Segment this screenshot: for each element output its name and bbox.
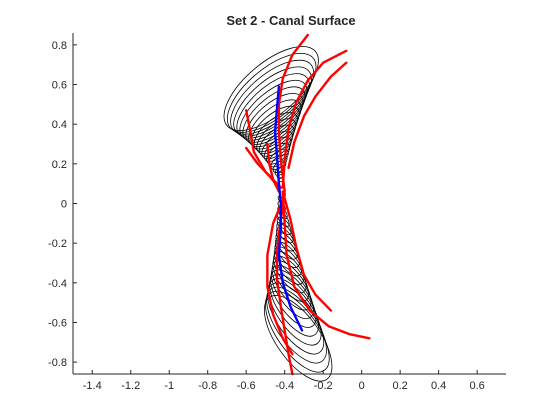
x-tick-label: -1.2: [121, 380, 140, 392]
x-tick-label: -1.4: [83, 380, 102, 392]
canal-ring: [258, 124, 295, 157]
x-tick-label: 0.2: [393, 380, 408, 392]
y-tick-label: 0.6: [52, 80, 67, 92]
canal-ring: [230, 59, 315, 135]
axes: -1.4 -1.2 -1 -0.8 -0.6 -0.4 -0.2 0 0.2 0.4 0.6 -0.8…: [48, 33, 506, 392]
red-curve: [277, 33, 309, 193]
y-tick-label: 0: [61, 199, 67, 211]
y-tick-label: 0.2: [52, 159, 67, 171]
blue-curve: [273, 85, 304, 332]
x-tick-label: 0: [359, 380, 365, 392]
canal-ring: [223, 46, 319, 131]
canal-ring: [263, 136, 292, 162]
x-tick-label: -0.2: [314, 380, 333, 392]
red-curve: [281, 190, 333, 312]
y-tick-label: 0.4: [52, 119, 67, 131]
red-curve: [266, 142, 281, 193]
x-tick-label: -0.8: [198, 380, 217, 392]
y-tick-label: 0.8: [52, 40, 67, 52]
x-tick-label: 0.6: [469, 380, 484, 392]
canal-ring: [226, 52, 317, 133]
x-tick-label: -1: [164, 380, 174, 392]
canal-ring: [265, 290, 330, 373]
y-tick-label: -0.4: [48, 278, 67, 290]
x-tick-label: 0.4: [431, 380, 446, 392]
red-curve: [281, 49, 348, 189]
canal-ring: [267, 282, 325, 355]
x-tick-label: -0.6: [237, 380, 256, 392]
surface-curves: [245, 33, 371, 376]
red-curve: [287, 61, 348, 170]
x-tick-label: -0.4: [275, 380, 294, 392]
canal-rings: [223, 46, 333, 382]
chart-title: Set 2 - Canal Surface: [226, 13, 355, 28]
y-tick-label: -0.2: [48, 238, 67, 250]
canal-ring: [268, 278, 322, 346]
red-curve: [281, 190, 371, 340]
red-curve: [266, 194, 294, 356]
canal-ring: [272, 255, 309, 302]
y-tick-label: -0.6: [48, 317, 67, 329]
canal-ring: [270, 265, 314, 320]
y-tick-label: -0.8: [48, 357, 67, 369]
canal-ring: [275, 236, 300, 268]
